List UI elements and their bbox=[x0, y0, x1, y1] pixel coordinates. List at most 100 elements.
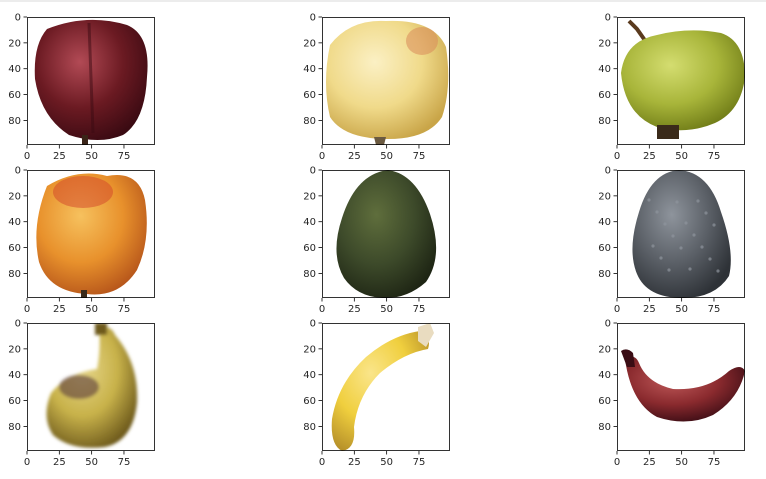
window-top-border bbox=[0, 0, 766, 2]
y-tick-label: 60 bbox=[8, 90, 21, 101]
axes-frame bbox=[617, 170, 745, 298]
blurry-banana-stem bbox=[95, 323, 107, 335]
x-tick-label: 25 bbox=[348, 151, 361, 162]
x-tick-label: 25 bbox=[643, 151, 656, 162]
subplot-7: 0 20 40 60 80 0 25 50 75 bbox=[8, 319, 155, 468]
image-area bbox=[621, 349, 745, 422]
x-tick-label: 75 bbox=[413, 457, 426, 468]
x-tick-label: 25 bbox=[53, 304, 66, 315]
y-tick-label: 80 bbox=[303, 116, 316, 127]
grey-avocado-speckle bbox=[716, 269, 720, 273]
subplot-8: 0 20 40 60 80 0 25 50 75 bbox=[303, 319, 450, 468]
subplot-2: 0 20 40 60 80 0 25 50 75 bbox=[303, 13, 450, 162]
yellow-apple-blush bbox=[406, 27, 438, 55]
grey-avocado-speckle bbox=[647, 198, 651, 202]
grey-avocado-speckle bbox=[708, 257, 712, 261]
y-tick-label: 20 bbox=[8, 191, 21, 202]
x-tick-label: 75 bbox=[118, 151, 131, 162]
image-area bbox=[34, 19, 148, 145]
y-tick-label: 80 bbox=[303, 269, 316, 280]
y-tick-label: 20 bbox=[303, 38, 316, 49]
axes-frame bbox=[27, 17, 155, 145]
x-tick-label: 75 bbox=[708, 151, 721, 162]
image-area bbox=[331, 323, 434, 451]
y-tick-label: 20 bbox=[303, 344, 316, 355]
blurry-banana-patch bbox=[59, 375, 99, 399]
x-tick-label: 25 bbox=[348, 457, 361, 468]
grey-avocado-speckle bbox=[659, 256, 663, 260]
red-apple-stem bbox=[82, 135, 88, 145]
grey-avocado-speckle bbox=[692, 233, 696, 237]
axes-frame bbox=[27, 323, 155, 451]
y-tick-label: 0 bbox=[605, 319, 611, 330]
x-tick-label: 0 bbox=[614, 457, 620, 468]
grey-avocado-speckle bbox=[675, 200, 679, 204]
x-tick-label: 75 bbox=[708, 457, 721, 468]
yellow-banana-tip bbox=[418, 323, 434, 347]
x-tick-label: 75 bbox=[118, 304, 131, 315]
green-apple-image bbox=[621, 30, 745, 131]
x-tick-label: 50 bbox=[85, 457, 98, 468]
y-tick-label: 0 bbox=[310, 319, 316, 330]
x-tick-label: 0 bbox=[24, 457, 30, 468]
grey-avocado-speckle bbox=[712, 223, 716, 227]
x-tick-label: 50 bbox=[85, 304, 98, 315]
axes-frame bbox=[322, 17, 450, 145]
blurry-banana-image bbox=[46, 323, 138, 448]
x-tick-label: 50 bbox=[380, 151, 393, 162]
y-tick-label: 80 bbox=[303, 422, 316, 433]
y-tick-label: 40 bbox=[598, 370, 611, 381]
subplot-9: 0 20 40 60 80 0 25 50 75 bbox=[598, 319, 745, 468]
y-tick-label: 60 bbox=[8, 243, 21, 254]
image-area bbox=[326, 20, 449, 145]
image-area bbox=[36, 173, 147, 298]
red-banana-stem bbox=[621, 349, 635, 367]
axes-frame bbox=[322, 170, 450, 298]
image-area bbox=[632, 170, 731, 298]
x-tick-label: 75 bbox=[413, 304, 426, 315]
y-tick-label: 0 bbox=[15, 166, 21, 177]
subplot-6: 0 20 40 60 80 0 25 50 75 bbox=[598, 166, 745, 315]
y-tick-label: 80 bbox=[598, 116, 611, 127]
y-tick-label: 0 bbox=[15, 319, 21, 330]
y-tick-label: 40 bbox=[8, 370, 21, 381]
yellow-banana-image bbox=[331, 331, 429, 451]
y-tick-label: 20 bbox=[598, 191, 611, 202]
y-tick-label: 40 bbox=[303, 370, 316, 381]
grey-avocado-speckle bbox=[696, 199, 700, 203]
y-tick-label: 40 bbox=[303, 64, 316, 75]
y-tick-label: 40 bbox=[303, 217, 316, 228]
yellow-apple-base bbox=[374, 137, 386, 145]
image-area bbox=[621, 19, 745, 139]
grey-avocado-speckle bbox=[671, 234, 675, 238]
x-tick-label: 50 bbox=[675, 304, 688, 315]
x-tick-label: 50 bbox=[380, 304, 393, 315]
y-tick-label: 20 bbox=[303, 191, 316, 202]
y-tick-label: 80 bbox=[598, 269, 611, 280]
grey-avocado-speckle bbox=[679, 246, 683, 250]
y-tick-label: 80 bbox=[8, 422, 21, 433]
grey-avocado-speckle bbox=[667, 268, 671, 272]
x-tick-label: 0 bbox=[614, 304, 620, 315]
x-tick-label: 25 bbox=[348, 304, 361, 315]
y-tick-label: 0 bbox=[310, 166, 316, 177]
subplot-3: 0 20 40 60 80 0 25 50 75 bbox=[598, 13, 745, 162]
red-apple-shade bbox=[87, 22, 95, 134]
x-tick-label: 50 bbox=[675, 151, 688, 162]
x-tick-label: 75 bbox=[708, 304, 721, 315]
x-tick-label: 50 bbox=[675, 457, 688, 468]
y-tick-label: 80 bbox=[8, 269, 21, 280]
green-apple-base bbox=[657, 125, 679, 139]
y-tick-label: 40 bbox=[8, 217, 21, 228]
x-tick-label: 25 bbox=[53, 457, 66, 468]
y-tick-label: 20 bbox=[598, 38, 611, 49]
grey-avocado-speckle bbox=[651, 244, 655, 248]
axes-frame bbox=[322, 323, 450, 451]
orange-apple-stem bbox=[81, 290, 87, 298]
image-area bbox=[46, 323, 138, 448]
y-tick-label: 60 bbox=[303, 396, 316, 407]
red-banana-image bbox=[625, 356, 745, 422]
subplot-1: 0 20 40 60 80 0 25 50 75 bbox=[8, 13, 155, 162]
orange-apple-blush bbox=[53, 176, 113, 208]
